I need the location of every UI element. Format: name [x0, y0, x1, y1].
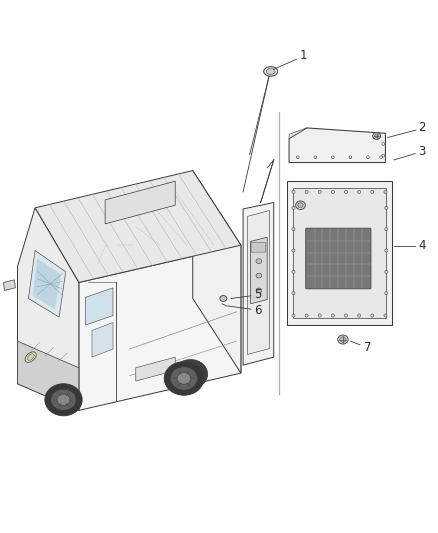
Ellipse shape [45, 384, 82, 416]
Ellipse shape [305, 190, 308, 193]
Polygon shape [105, 181, 175, 224]
Ellipse shape [305, 314, 308, 317]
Polygon shape [136, 357, 175, 381]
Ellipse shape [256, 288, 261, 293]
Ellipse shape [292, 270, 295, 273]
Ellipse shape [256, 273, 261, 278]
Polygon shape [33, 259, 61, 309]
Ellipse shape [382, 155, 385, 157]
Ellipse shape [344, 190, 348, 193]
Ellipse shape [340, 337, 346, 342]
Ellipse shape [318, 314, 321, 317]
Text: 3: 3 [418, 146, 426, 158]
Ellipse shape [264, 67, 278, 76]
Polygon shape [193, 171, 241, 373]
Ellipse shape [296, 201, 305, 209]
Polygon shape [92, 322, 113, 357]
Ellipse shape [338, 335, 348, 344]
Ellipse shape [344, 314, 348, 317]
Ellipse shape [256, 259, 261, 264]
Ellipse shape [27, 354, 34, 360]
Ellipse shape [331, 190, 335, 193]
Ellipse shape [385, 228, 388, 231]
Ellipse shape [357, 314, 360, 317]
Text: 7: 7 [364, 341, 371, 354]
Text: 6: 6 [254, 304, 261, 317]
Ellipse shape [292, 314, 295, 317]
FancyBboxPatch shape [251, 243, 266, 252]
Ellipse shape [318, 190, 321, 193]
Ellipse shape [332, 156, 334, 159]
Polygon shape [287, 181, 392, 325]
Polygon shape [35, 171, 241, 282]
Polygon shape [85, 288, 113, 325]
Ellipse shape [292, 292, 295, 295]
Ellipse shape [220, 295, 227, 302]
Ellipse shape [384, 314, 387, 317]
Ellipse shape [357, 190, 360, 193]
Text: 5: 5 [254, 288, 261, 301]
Polygon shape [18, 341, 79, 410]
Text: 4: 4 [418, 239, 426, 252]
Ellipse shape [367, 156, 369, 159]
Polygon shape [79, 245, 241, 410]
Polygon shape [289, 128, 307, 139]
Ellipse shape [170, 367, 198, 390]
Ellipse shape [349, 156, 352, 159]
Ellipse shape [385, 292, 388, 295]
Ellipse shape [385, 206, 388, 209]
Text: 2: 2 [418, 122, 426, 134]
Ellipse shape [382, 143, 385, 145]
Ellipse shape [292, 190, 295, 193]
Ellipse shape [384, 190, 387, 193]
Ellipse shape [292, 228, 295, 231]
Ellipse shape [298, 203, 303, 207]
Polygon shape [28, 251, 66, 317]
Polygon shape [289, 128, 385, 163]
Polygon shape [4, 280, 15, 290]
Ellipse shape [374, 134, 379, 138]
Ellipse shape [177, 373, 191, 384]
Ellipse shape [57, 394, 70, 405]
Ellipse shape [371, 190, 374, 193]
Polygon shape [293, 188, 386, 318]
Ellipse shape [373, 133, 381, 140]
Ellipse shape [385, 249, 388, 252]
Ellipse shape [173, 359, 208, 389]
Polygon shape [18, 208, 79, 410]
Polygon shape [251, 237, 267, 304]
Ellipse shape [164, 361, 204, 395]
Ellipse shape [331, 314, 335, 317]
Text: 1: 1 [300, 50, 307, 62]
Ellipse shape [380, 156, 382, 159]
Ellipse shape [297, 156, 299, 159]
Ellipse shape [292, 249, 295, 252]
Ellipse shape [385, 270, 388, 273]
Ellipse shape [51, 389, 76, 410]
Polygon shape [243, 203, 274, 365]
Ellipse shape [314, 156, 317, 159]
Ellipse shape [266, 68, 275, 75]
Ellipse shape [371, 314, 374, 317]
Polygon shape [247, 211, 269, 354]
Ellipse shape [25, 352, 36, 362]
FancyBboxPatch shape [306, 228, 371, 289]
Ellipse shape [292, 206, 295, 209]
